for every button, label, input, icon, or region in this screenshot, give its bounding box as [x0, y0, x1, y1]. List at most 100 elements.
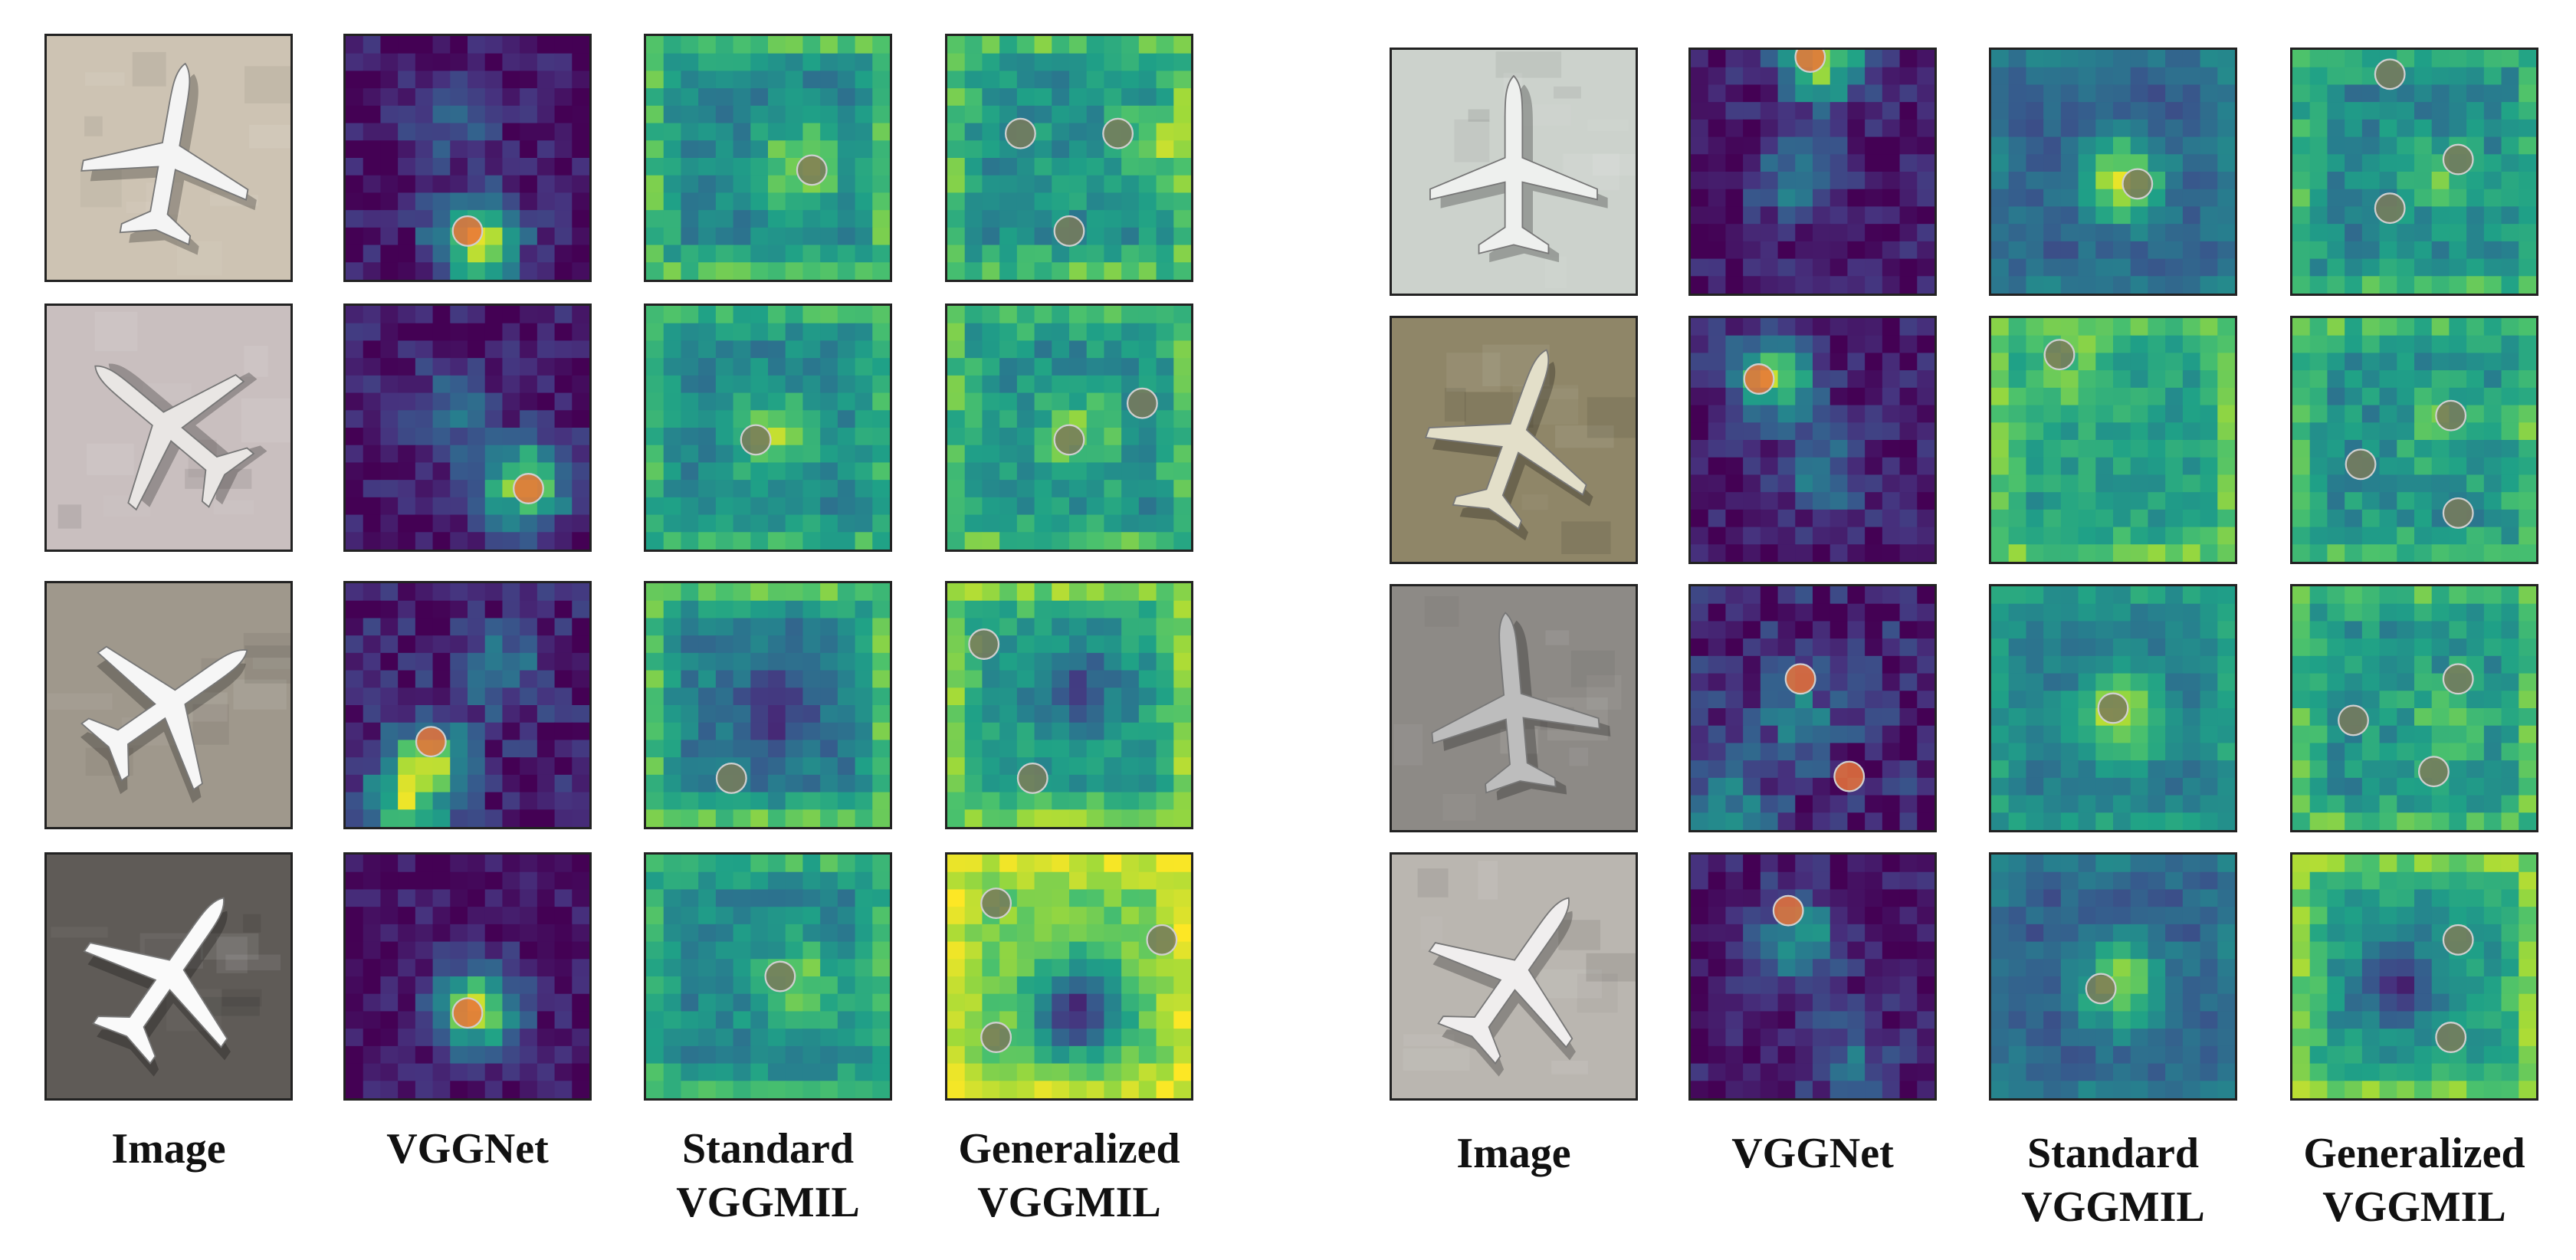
heatmap-cell	[2519, 743, 2536, 761]
heatmap-cell	[1813, 206, 1831, 225]
heatmap-cell	[554, 445, 573, 464]
heatmap-cell	[1016, 358, 1035, 376]
heatmap-cell	[2292, 855, 2311, 873]
heatmap-cell	[1156, 340, 1174, 359]
heatmap-cell	[2292, 603, 2311, 622]
heatmap-cell	[415, 445, 434, 464]
heatmap-cell	[698, 410, 717, 428]
heatmap-cell	[2200, 691, 2218, 709]
heatmap-cell	[2008, 638, 2027, 657]
heatmap-cell	[964, 792, 983, 810]
heatmap-cell	[1069, 1063, 1088, 1081]
heatmap-cell	[2182, 172, 2201, 190]
heatmap-cell	[1865, 387, 1883, 406]
heatmap-cell	[1795, 136, 1813, 155]
heatmap-cell	[432, 36, 451, 54]
heatmap-cell	[837, 809, 856, 827]
heatmap-cell	[2148, 224, 2166, 242]
heatmap-cell	[380, 600, 399, 619]
heatmap-cell	[1156, 175, 1174, 194]
heatmap-cell	[1069, 340, 1088, 359]
heatmap-cell	[2078, 318, 2096, 336]
heatmap-cell	[398, 740, 416, 758]
heatmap-cell	[1121, 262, 1140, 280]
heatmap-cell	[450, 480, 468, 498]
heatmap-cell	[1691, 474, 1709, 493]
heatmap-cell	[537, 705, 556, 724]
heatmap-cell	[380, 976, 399, 995]
heatmap-cell	[1104, 158, 1122, 176]
heatmap-cell	[1069, 123, 1088, 141]
heatmap-cell	[1034, 993, 1052, 1012]
heatmap-cell	[1847, 84, 1866, 103]
heatmap-cell	[681, 375, 699, 394]
heatmap-cell	[733, 871, 751, 891]
heatmap-cell	[1777, 708, 1796, 727]
heatmap-cell	[554, 462, 573, 481]
heatmap-cell	[380, 262, 399, 280]
heatmap-cell	[450, 652, 468, 671]
heatmap-cell	[2182, 353, 2201, 371]
heatmap-cell	[1991, 318, 2010, 336]
heatmap-cell	[681, 53, 699, 72]
heatmap-cell	[2217, 907, 2235, 925]
heatmap-cell	[820, 618, 838, 636]
heatmap-cell	[646, 907, 665, 925]
heatmap-cell	[2483, 1063, 2502, 1081]
heatmap-cell	[415, 855, 434, 873]
heatmap-cell	[855, 53, 873, 72]
heatmap-cell	[2043, 206, 2062, 225]
heatmap-cell	[484, 445, 504, 464]
heatmap-cell	[2501, 84, 2519, 103]
heatmap-cell	[346, 375, 364, 394]
heatmap-cell	[1086, 809, 1105, 827]
heatmap-cell	[663, 1029, 682, 1047]
heatmap-cell	[1069, 306, 1088, 324]
ground-texture	[1558, 920, 1600, 950]
column-label-line: VGGMIL	[2322, 1183, 2506, 1231]
heatmap-cell	[415, 871, 434, 891]
heatmap-cell	[2026, 387, 2044, 406]
heatmap-cell	[872, 618, 890, 636]
heatmap-cell	[681, 262, 699, 280]
heatmap-cell	[363, 774, 382, 793]
heatmap-cell	[964, 358, 983, 376]
heatmap-cell	[1016, 652, 1035, 671]
heatmap-cell	[802, 375, 821, 394]
heatmap-cell	[1138, 306, 1157, 324]
heatmap-cell	[964, 722, 983, 741]
standard-vggmil-column-label: Standard VGGMIL	[1960, 1127, 2266, 1234]
heatmap-cell	[802, 445, 821, 464]
heatmap-cell	[872, 158, 890, 176]
heatmap-cell	[2361, 655, 2381, 674]
heatmap-cell	[872, 1029, 890, 1047]
heatmap-cell	[1917, 67, 1934, 86]
heatmap-cell	[1917, 405, 1934, 423]
heatmap-cell	[1899, 941, 1918, 960]
heatmap-cell	[785, 600, 804, 619]
heatmap-cell	[1760, 941, 1779, 960]
heatmap-cell	[2309, 1045, 2328, 1065]
heatmap-cell	[2165, 655, 2184, 674]
heatmap-cell	[363, 410, 382, 428]
heatmap-cell	[1743, 492, 1761, 510]
heatmap-cell	[646, 722, 665, 741]
heatmap-cell	[663, 428, 682, 446]
heatmap-cell	[1069, 53, 1088, 72]
heatmap-cell	[2309, 655, 2328, 674]
heatmap-cell	[520, 428, 538, 446]
ground-texture	[1587, 119, 1629, 132]
heatmap-cell	[2397, 119, 2415, 138]
heatmap-cell	[802, 306, 821, 324]
heatmap-cell	[768, 792, 786, 810]
heatmap-cell	[947, 959, 966, 977]
heatmap-cell	[1016, 941, 1035, 960]
heatmap-cell	[1743, 440, 1761, 458]
heatmap-cell	[1138, 158, 1157, 176]
heatmap-cell	[2008, 1063, 2027, 1081]
heatmap-cell	[715, 792, 734, 810]
aerial-image	[44, 34, 293, 282]
heatmap-cell	[2182, 812, 2201, 830]
heatmap-cell	[837, 428, 856, 446]
heatmap-cell	[450, 53, 468, 72]
